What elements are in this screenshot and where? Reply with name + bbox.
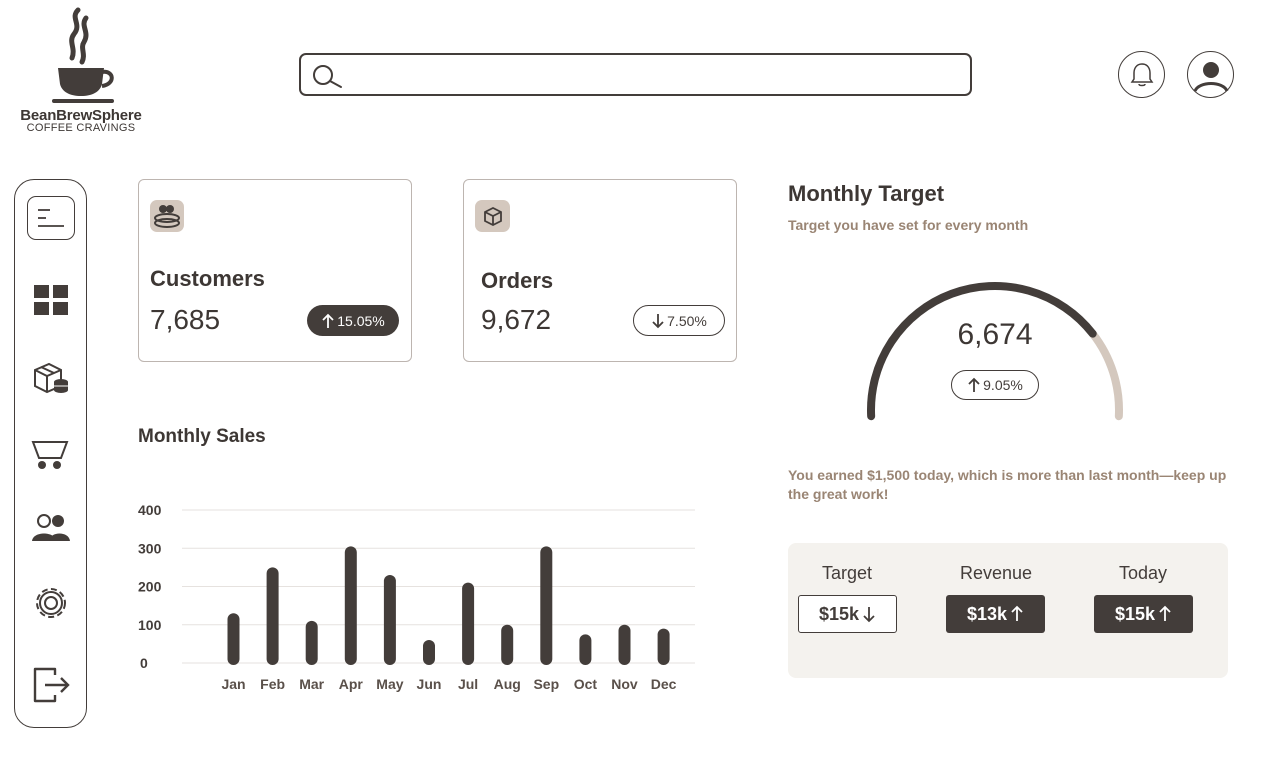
y-tick-label: 100 — [138, 617, 162, 633]
logout-icon — [33, 667, 70, 703]
customers-icon — [154, 205, 180, 228]
bar-jul[interactable] — [462, 582, 475, 665]
box-icon — [483, 206, 502, 227]
sidebar-item-logout[interactable] — [27, 663, 75, 707]
y-tick-label: 400 — [138, 502, 162, 518]
boxes-coins-icon — [34, 362, 68, 394]
sidebar-item-dashboard[interactable] — [27, 278, 75, 322]
sidebar-item-users[interactable] — [27, 506, 75, 550]
coffee-cup-icon — [52, 7, 114, 103]
search-bar[interactable] — [299, 53, 972, 96]
users-icon — [32, 514, 70, 541]
customers-card: Customers 7,685 15.05% — [138, 179, 412, 362]
orders-card: Orders 9,672 7.50% — [463, 179, 737, 362]
search-icon — [313, 65, 342, 88]
y-tick-label: 0 — [140, 655, 148, 671]
user-profile-button[interactable] — [1187, 51, 1234, 98]
orders-value: 9,672 — [481, 304, 552, 335]
brand-name: BeanBrewSphere — [20, 107, 142, 124]
y-tick-label: 200 — [138, 579, 162, 595]
bar-nov[interactable] — [618, 624, 631, 665]
menu-icon — [38, 209, 64, 227]
gauge-remaining-arc — [1088, 329, 1123, 421]
customers-change-badge: 15.05% — [307, 305, 399, 336]
search-input[interactable] — [347, 61, 957, 88]
bar-oct[interactable] — [579, 634, 592, 665]
x-tick-label: Feb — [260, 676, 285, 692]
revenue-summary-value: $13k — [966, 603, 1008, 624]
x-tick-label: Jun — [417, 676, 442, 692]
x-tick-label: Jan — [221, 676, 245, 692]
sidebar — [14, 179, 87, 728]
x-tick-label: Oct — [574, 676, 598, 692]
today-summary-box[interactable]: $15k — [1094, 595, 1193, 633]
target-label: Target — [821, 563, 873, 583]
bar-apr[interactable] — [344, 546, 357, 665]
arrow-up-icon — [1159, 605, 1171, 621]
today-summary-value: $15k — [1114, 603, 1156, 624]
bar-mar[interactable] — [305, 620, 318, 665]
sidebar-item-products[interactable] — [27, 356, 75, 400]
grid-icon — [34, 285, 68, 315]
target-summary-value: $15k — [818, 603, 860, 624]
target-gauge — [867, 282, 1123, 421]
bar-feb[interactable] — [266, 567, 279, 665]
monthly-sales-chart: 0 100 200 300 400 Jan Feb Mar Apr May Jun Jul Aug Sep… — [138, 502, 695, 692]
x-tick-label: Apr — [339, 676, 364, 692]
brand-logo: BeanBrewSphere COFFEE CRAVINGS — [10, 6, 152, 136]
revenue-summary-box[interactable]: $13k — [946, 595, 1045, 633]
gear-icon — [36, 588, 66, 618]
orders-icon-badge — [475, 200, 510, 232]
y-tick-label: 300 — [138, 540, 162, 556]
bar-may[interactable] — [383, 575, 396, 665]
monthly-sales-title: Monthly Sales — [138, 426, 266, 447]
orders-title: Orders — [481, 268, 554, 293]
target-change-badge: 9.05% — [951, 370, 1039, 400]
cart-icon — [31, 441, 69, 469]
arrow-up-icon — [1011, 605, 1023, 621]
revenue-label: Revenue — [959, 563, 1033, 583]
notifications-button[interactable] — [1118, 51, 1165, 98]
customers-icon-badge — [150, 200, 184, 232]
x-tick-label: Sep — [533, 676, 559, 692]
monthly-target-title: Monthly Target — [788, 181, 945, 206]
bar-dec[interactable] — [657, 628, 670, 665]
monthly-target-subtitle: Target you have set for every month — [788, 217, 1029, 233]
brand-tagline: COFFEE CRAVINGS — [26, 122, 136, 134]
sidebar-item-cart[interactable] — [27, 433, 75, 477]
arrow-down-icon — [652, 313, 664, 328]
customers-title: Customers — [150, 266, 265, 291]
customers-change-value: 15.05% — [337, 312, 385, 329]
gauge-progress-arc — [867, 282, 1097, 421]
target-value: 6,674 — [957, 318, 1033, 351]
sidebar-item-settings[interactable] — [27, 581, 75, 625]
summary-panel: Target $15k Revenue $13k Today $15k — [788, 543, 1228, 678]
earnings-message: You earned $1,500 today, which is more t… — [788, 467, 1227, 502]
x-tick-label: Nov — [611, 676, 638, 692]
user-avatar-icon — [1193, 61, 1228, 92]
sidebar-item-menu[interactable] — [27, 196, 75, 240]
bar-sep[interactable] — [540, 546, 553, 665]
x-tick-label: Dec — [651, 676, 677, 692]
customers-value: 7,685 — [150, 304, 221, 335]
arrow-up-icon — [322, 313, 334, 328]
x-tick-label: Aug — [494, 676, 521, 692]
bar-jun[interactable] — [423, 640, 435, 665]
target-change-value: 9.05% — [983, 377, 1023, 393]
x-tick-label: Jul — [458, 676, 478, 692]
today-label: Today — [1118, 563, 1168, 583]
orders-change-value: 7.50% — [667, 312, 707, 329]
arrow-up-icon — [968, 377, 980, 392]
bar-jan[interactable] — [227, 613, 240, 665]
target-summary-box[interactable]: $15k — [798, 595, 897, 633]
bar-aug[interactable] — [501, 624, 514, 665]
arrow-down-icon — [863, 607, 875, 623]
x-tick-label: May — [376, 676, 403, 692]
orders-change-badge: 7.50% — [633, 305, 725, 336]
x-tick-label: Mar — [299, 676, 324, 692]
bell-icon — [1130, 62, 1153, 86]
